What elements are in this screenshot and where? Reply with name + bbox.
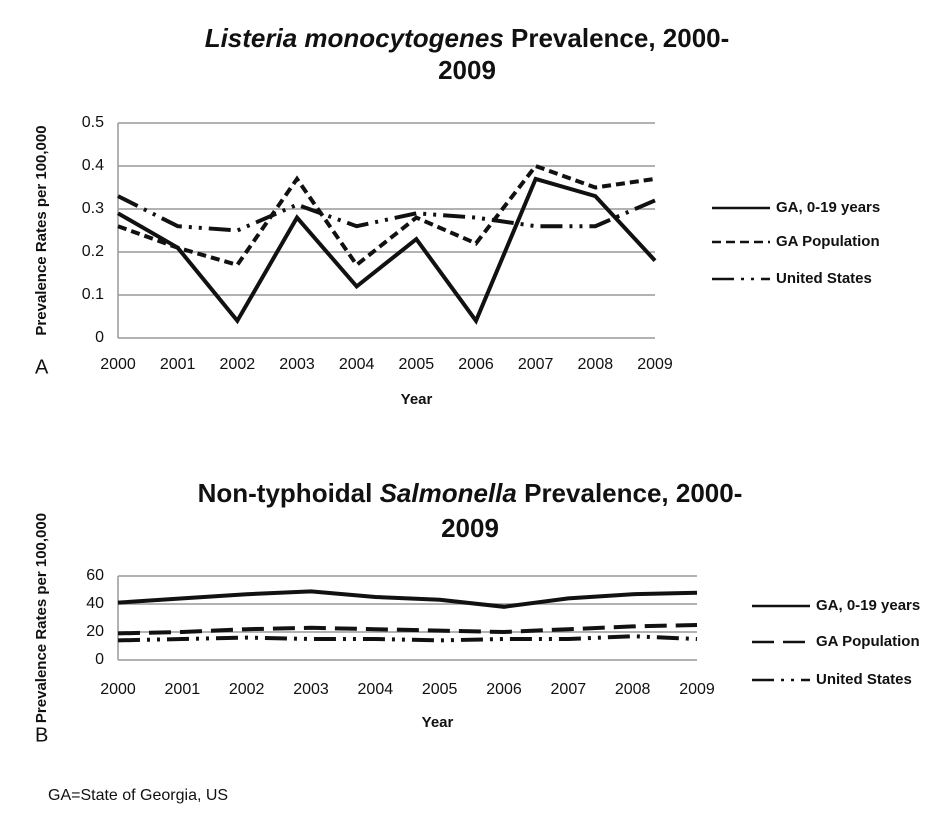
title-part: Salmonella	[380, 478, 517, 508]
chart-title: 2009	[438, 55, 496, 85]
y-tick-label: 0	[95, 651, 104, 668]
y-tick-label: 0.1	[82, 286, 104, 303]
y-tick-label: 0	[95, 329, 104, 346]
x-tick-label: 2008	[578, 356, 614, 373]
series-line	[117, 634, 698, 643]
x-tick-label: 2006	[486, 681, 522, 698]
y-tick-label: 0.2	[82, 243, 104, 260]
series-line	[117, 194, 656, 233]
x-tick-label: 2009	[637, 356, 673, 373]
y-tick-label: 0.5	[82, 114, 104, 131]
series-line	[117, 163, 656, 268]
series-line	[117, 589, 698, 609]
title-part: Prevalence, 2000-	[504, 23, 730, 53]
panel-label: B	[35, 724, 48, 746]
x-tick-label: 2002	[220, 356, 256, 373]
x-axis-label: Year	[422, 714, 454, 731]
x-tick-label: 2003	[293, 681, 329, 698]
x-tick-label: 2009	[679, 681, 715, 698]
x-tick-label: 2004	[339, 356, 375, 373]
y-axis-label: Prevalence Rates per 100,000	[33, 513, 50, 723]
x-tick-label: 2005	[399, 356, 435, 373]
y-tick-label: 0.4	[82, 157, 104, 174]
chart-title: 2009	[441, 513, 499, 543]
legend-label: GA, 0-19 years	[816, 597, 920, 614]
panel-label: A	[35, 356, 49, 378]
x-axis-label: Year	[401, 391, 433, 408]
x-tick-label: 2005	[422, 681, 458, 698]
x-tick-label: 2006	[458, 356, 494, 373]
y-tick-label: 20	[86, 623, 104, 640]
x-tick-label: 2000	[100, 356, 136, 373]
chart-title: Listeria monocytogenes Prevalence, 2000-	[205, 23, 730, 53]
title-part: 2009	[441, 513, 499, 543]
title-part: Non-typhoidal	[198, 478, 380, 508]
x-tick-label: 2000	[100, 681, 136, 698]
y-tick-label: 60	[86, 567, 104, 584]
x-tick-label: 2007	[518, 356, 554, 373]
title-part: Listeria monocytogenes	[205, 23, 504, 53]
title-part: 2009	[438, 55, 496, 85]
x-tick-label: 2001	[160, 356, 196, 373]
legend-label: United States	[776, 270, 872, 287]
x-tick-label: 2007	[551, 681, 587, 698]
legend-label: United States	[816, 671, 912, 688]
y-axis-label: Prevalence Rates per 100,000	[33, 125, 50, 335]
series-line	[117, 623, 698, 636]
series-line	[117, 176, 657, 325]
footnote: GA=State of Georgia, US	[48, 787, 228, 804]
x-tick-label: 2002	[229, 681, 265, 698]
legend-label: GA, 0-19 years	[776, 199, 880, 216]
y-tick-label: 40	[86, 595, 104, 612]
y-tick-label: 0.3	[82, 200, 104, 217]
x-tick-label: 2004	[358, 681, 394, 698]
legend-label: GA Population	[816, 633, 920, 650]
x-tick-label: 2008	[615, 681, 651, 698]
chart-title: Non-typhoidal Salmonella Prevalence, 200…	[198, 478, 743, 508]
x-tick-label: 2001	[165, 681, 201, 698]
x-tick-label: 2003	[279, 356, 315, 373]
legend-label: GA Population	[776, 233, 880, 250]
title-part: Prevalence, 2000-	[517, 478, 743, 508]
